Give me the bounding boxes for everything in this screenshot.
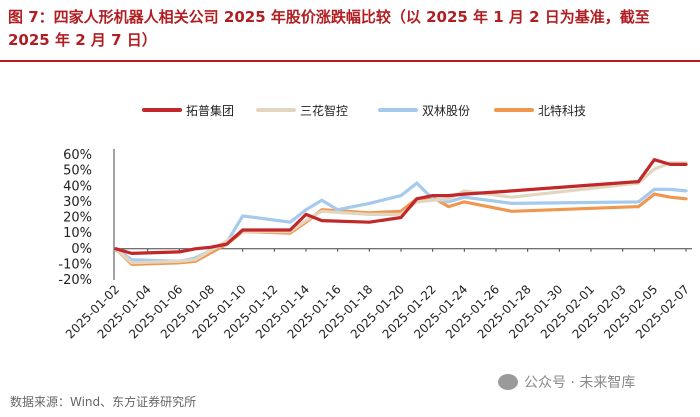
y-tick-label: -10% [58, 257, 92, 272]
y-tick-label: 0% [71, 242, 92, 257]
title-divider [0, 60, 700, 62]
source-note: 数据来源：Wind、东方证券研究所 [10, 395, 197, 409]
legend-label: 三花智控 [300, 103, 348, 118]
legend-label: 双林股份 [422, 104, 470, 118]
series-line-4 [114, 192, 688, 266]
y-tick-label: -20% [58, 273, 92, 288]
y-tick-label: 50% [63, 164, 92, 179]
y-tick-label: 20% [63, 211, 92, 226]
watermark-text: 公众号 · 未来智库 [524, 375, 636, 391]
legend-label: 北特科技 [538, 103, 586, 118]
wechat-icon [498, 374, 518, 390]
figure-title: 图 7：四家人形机器人相关公司 2025 年股价涨跌幅比较（以 2025 年 1… [8, 8, 650, 49]
series-line-1 [114, 158, 688, 255]
y-tick-label: 10% [63, 226, 92, 241]
watermark: 公众号 · 未来智库 [498, 372, 635, 392]
y-tick-label: 60% [63, 148, 92, 163]
series-line-2 [114, 161, 688, 265]
y-tick-label: 40% [63, 179, 92, 194]
legend-label: 拓普集团 [186, 103, 234, 118]
y-tick-label: 30% [63, 195, 92, 210]
